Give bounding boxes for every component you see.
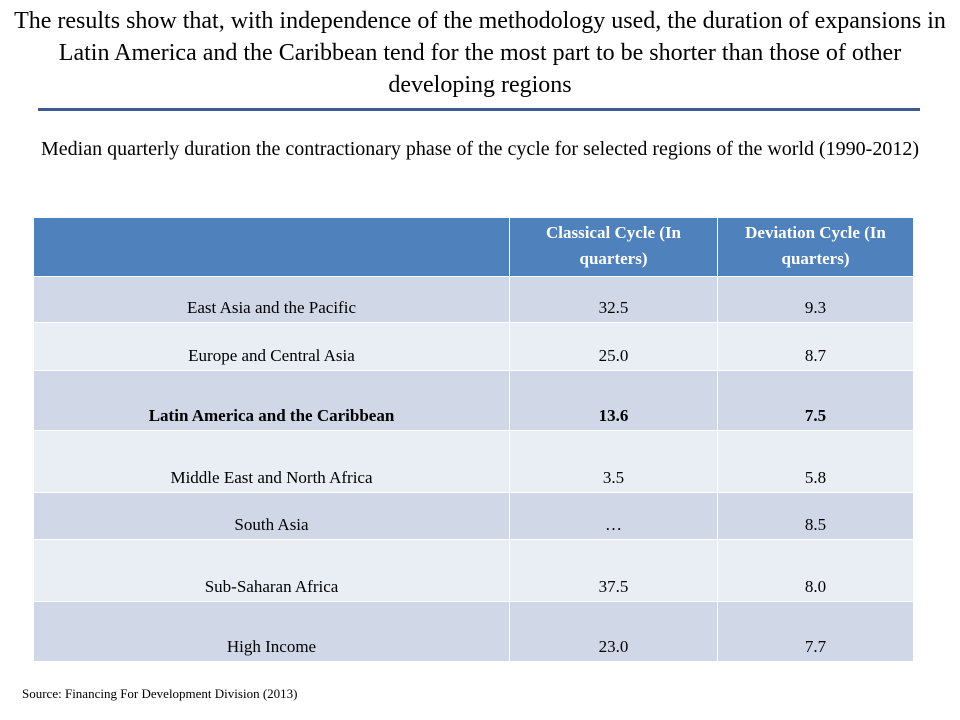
classical-cycle-cell: 13.6 (509, 370, 718, 431)
header-classical-cycle: Classical Cycle (In quarters) (509, 217, 718, 277)
slide-title: The results show that, with independence… (14, 8, 946, 98)
region-cell: Middle East and North Africa (33, 430, 510, 493)
header-region (33, 217, 510, 277)
table-header-row: Classical Cycle (In quarters) Deviation … (33, 217, 914, 277)
region-cell: Sub-Saharan Africa (33, 539, 510, 602)
header-deviation-cycle: Deviation Cycle (In quarters) (717, 217, 914, 277)
classical-cycle-cell: 32.5 (509, 276, 718, 323)
table-row: East Asia and the Pacific 32.5 9.3 (33, 276, 914, 323)
region-cell: South Asia (33, 492, 510, 540)
table-caption: Median quarterly duration the contractio… (40, 138, 920, 160)
deviation-cycle-cell: 7.7 (717, 601, 914, 662)
deviation-cycle-cell: 8.5 (717, 492, 914, 540)
table-row: Sub-Saharan Africa 37.5 8.0 (33, 539, 914, 602)
deviation-cycle-cell: 7.5 (717, 370, 914, 431)
deviation-cycle-cell: 9.3 (717, 276, 914, 323)
region-cell: Europe and Central Asia (33, 322, 510, 371)
region-cell: Latin America and the Caribbean (33, 370, 510, 431)
deviation-cycle-cell: 8.0 (717, 539, 914, 602)
classical-cycle-cell: 37.5 (509, 539, 718, 602)
classical-cycle-cell: 25.0 (509, 322, 718, 371)
title-divider (38, 108, 920, 111)
deviation-cycle-cell: 8.7 (717, 322, 914, 371)
table-row: Middle East and North Africa 3.5 5.8 (33, 430, 914, 493)
classical-cycle-cell: … (509, 492, 718, 540)
classical-cycle-cell: 3.5 (509, 430, 718, 493)
table-row-highlighted: Latin America and the Caribbean 13.6 7.5 (33, 370, 914, 431)
region-cell: High Income (33, 601, 510, 662)
table-row: Europe and Central Asia 25.0 8.7 (33, 322, 914, 371)
source-note: Source: Financing For Development Divisi… (22, 686, 298, 701)
region-cell: East Asia and the Pacific (33, 276, 510, 323)
deviation-cycle-cell: 5.8 (717, 430, 914, 493)
table-row: South Asia … 8.5 (33, 492, 914, 540)
table-row: High Income 23.0 7.7 (33, 601, 914, 662)
classical-cycle-cell: 23.0 (509, 601, 718, 662)
duration-table: Classical Cycle (In quarters) Deviation … (33, 217, 914, 662)
